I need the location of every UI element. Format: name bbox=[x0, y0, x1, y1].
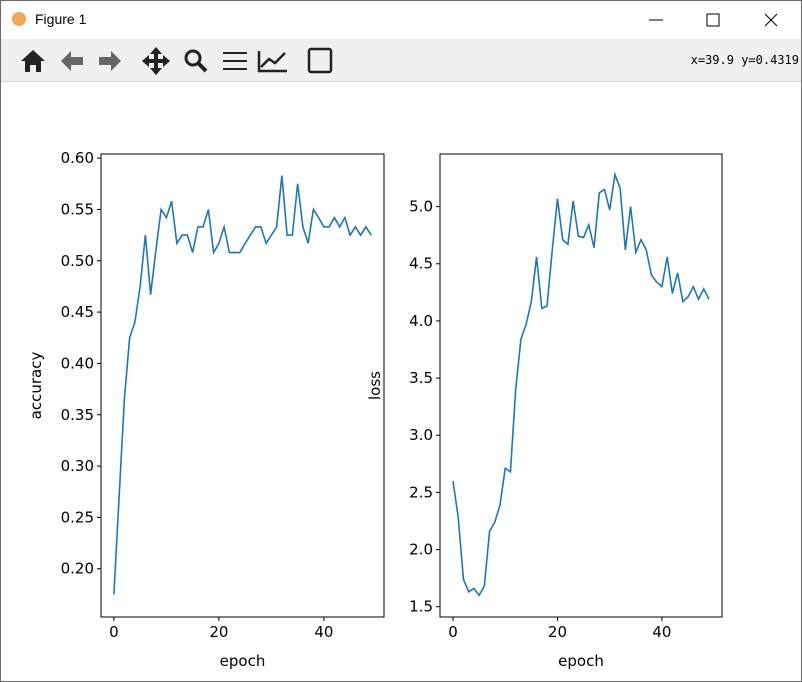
forward-button[interactable] bbox=[99, 51, 121, 71]
y-tick-label: 3.0 bbox=[409, 426, 433, 444]
y-tick-label: 0.55 bbox=[61, 200, 94, 218]
maximize[interactable] bbox=[706, 13, 720, 27]
window-title: Figure 1 bbox=[35, 11, 87, 27]
y-tick-label: 0.35 bbox=[61, 406, 94, 424]
y-tick-label: 2.5 bbox=[409, 483, 433, 501]
toolbar: x=39.9 y=0.4319 bbox=[1, 39, 801, 82]
zoom-button[interactable] bbox=[184, 49, 202, 67]
y-tick-label: 4.5 bbox=[409, 255, 433, 273]
data-line bbox=[452, 171, 710, 597]
toolbar-icons bbox=[21, 47, 333, 75]
title-bar: Figure 1 bbox=[1, 1, 801, 39]
y-tick-label: 0.25 bbox=[61, 508, 94, 526]
title-icons bbox=[12, 12, 778, 27]
y-axis-label: accuracy bbox=[27, 352, 45, 420]
y-tick-label: 0.40 bbox=[61, 354, 94, 372]
x-tick-label: 0 bbox=[109, 623, 119, 641]
x-tick-label: 20 bbox=[548, 623, 567, 641]
y-tick-label: 0.60 bbox=[61, 149, 94, 167]
y-tick-label: 3.5 bbox=[409, 369, 433, 387]
y-tick-label: 4.0 bbox=[409, 312, 433, 330]
back-button[interactable] bbox=[61, 51, 83, 71]
y-tick-label: 0.50 bbox=[61, 252, 94, 270]
x-tick-label: 0 bbox=[448, 623, 458, 641]
app-icon bbox=[12, 12, 26, 26]
x-tick-label: 20 bbox=[209, 623, 228, 641]
home-button[interactable] bbox=[21, 50, 45, 72]
y-tick-label: 2.0 bbox=[409, 541, 433, 559]
y-axis-label: loss bbox=[366, 371, 384, 400]
x-tick-label: 40 bbox=[314, 623, 333, 641]
cursor-status: x=39.9 y=0.4319 bbox=[690, 53, 799, 67]
save-button[interactable] bbox=[307, 47, 333, 74]
axes-frame bbox=[439, 153, 723, 618]
y-tick-label: 0.20 bbox=[61, 560, 94, 578]
x-axis-label: epoch bbox=[220, 652, 266, 670]
edit-button[interactable] bbox=[257, 51, 287, 73]
x-axis-label: epoch bbox=[558, 652, 604, 670]
y-tick-label: 0.45 bbox=[61, 303, 94, 321]
y-tick-label: 1.5 bbox=[409, 598, 433, 616]
close[interactable] bbox=[764, 13, 778, 27]
pan-button[interactable] bbox=[142, 47, 170, 75]
y-tick-label: 5.0 bbox=[409, 198, 433, 216]
axes-frame bbox=[100, 153, 385, 618]
configure-button[interactable] bbox=[223, 52, 247, 70]
x-tick-label: 40 bbox=[652, 623, 671, 641]
data-line bbox=[113, 175, 372, 595]
y-tick-label: 0.30 bbox=[61, 457, 94, 475]
